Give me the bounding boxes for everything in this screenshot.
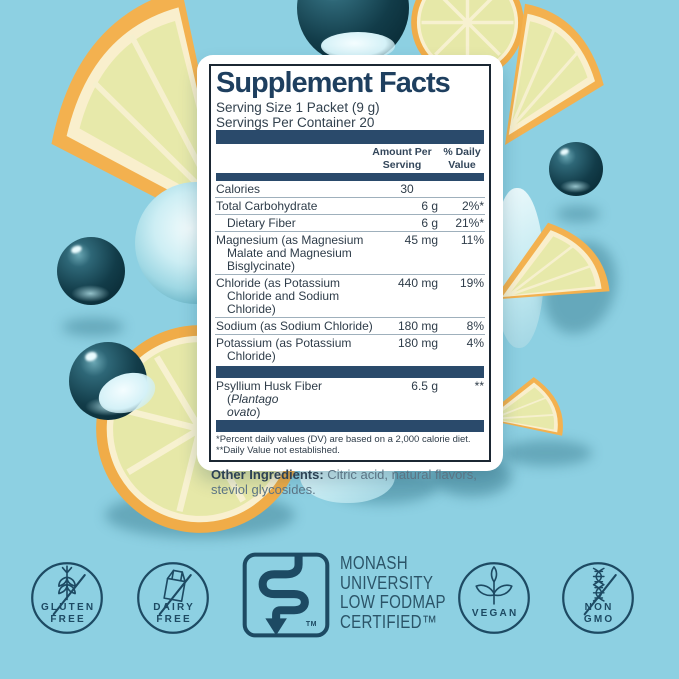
badge-vegan: VEGAN bbox=[457, 561, 531, 635]
nutrient-amount: 45 mg bbox=[404, 232, 438, 247]
footnote-dv: *Percent daily values (DV) are based on … bbox=[216, 434, 471, 445]
nutrient-name: Total Carbohydrate bbox=[216, 198, 318, 213]
sphere-shadow bbox=[62, 318, 124, 336]
sphere-shadow bbox=[556, 206, 600, 222]
nutrient-amount: 6.5 g bbox=[411, 378, 438, 393]
nutrient-row-psyllium: Psyllium Husk Fiber (Plantago ovato) 6.5… bbox=[215, 378, 485, 420]
panel-title: Supplement Facts bbox=[216, 67, 451, 99]
wedge-shadow bbox=[502, 440, 592, 466]
nutrient-amount: 30 bbox=[400, 181, 414, 196]
nutrient-daily-value: 11% bbox=[460, 232, 484, 247]
supplement-facts-card: Supplement Facts Serving Size 1 Packet (… bbox=[197, 55, 503, 497]
nutrient-daily-value: 4% bbox=[466, 335, 484, 350]
nutrient-name: Psyllium Husk Fiber (Plantago ovato) bbox=[216, 378, 323, 419]
nutrient-daily-value: 21%* bbox=[455, 215, 484, 230]
nutrient-row: Total Carbohydrate 6 g 2%* bbox=[215, 197, 485, 214]
nutrient-daily-value: 2%* bbox=[461, 198, 484, 213]
blueberry-sphere-mid-left bbox=[57, 237, 125, 305]
nutrient-daily-value: 8% bbox=[466, 318, 484, 333]
nutrient-amount: 6 g bbox=[421, 215, 438, 230]
badge-non-gmo: NON GMO bbox=[561, 561, 635, 635]
milk-carton-crossed-icon bbox=[158, 569, 192, 616]
servings-per-container: Servings Per Container 20 bbox=[216, 115, 375, 130]
nutrient-amount: 180 mg bbox=[397, 318, 438, 333]
badge-label: GLUTEN FREE bbox=[40, 602, 96, 625]
divider-bar-medium bbox=[216, 173, 484, 181]
serving-size: Serving Size 1 Packet (9 g) bbox=[216, 100, 380, 115]
dna-crossed-icon bbox=[583, 567, 617, 616]
nutrient-amount: 440 mg bbox=[397, 275, 438, 290]
divider-bar-thick bbox=[216, 130, 484, 144]
badge-label: DAIRY FREE bbox=[153, 602, 195, 625]
badge-gluten-free: GLUTEN FREE bbox=[30, 561, 104, 635]
nutrient-row: Magnesium (as Magnesium Malate and Magne… bbox=[215, 231, 485, 274]
badge-dairy-free: DAIRY FREE bbox=[136, 561, 210, 635]
blueberry-sphere-right bbox=[549, 142, 603, 196]
nutrient-row: Sodium (as Sodium Chloride) 180 mg 8% bbox=[215, 317, 485, 334]
nutrient-daily-value: ** bbox=[474, 378, 484, 393]
monash-certification-text: MONASH UNIVERSITY LOW FODMAP CERTIFIED™ bbox=[340, 553, 446, 632]
intestine-icon bbox=[258, 554, 309, 636]
other-ingredients-label: Other Ingredients: bbox=[211, 467, 324, 482]
badge-label: VEGAN bbox=[471, 608, 519, 619]
nutrient-name: Calories bbox=[216, 181, 261, 196]
footnote-not-established: **Daily Value not established. bbox=[216, 445, 340, 456]
nutrient-amount: 6 g bbox=[421, 198, 438, 213]
nutrient-amount: 180 mg bbox=[397, 335, 438, 350]
plant-icon bbox=[475, 566, 513, 605]
nutrient-rows: Calories 30 Total Carbohydrate 6 g 2%* Dietar… bbox=[215, 181, 485, 364]
trademark-text: TM bbox=[305, 621, 317, 628]
nutrient-row: Potassium (as Potassium Chloride) 180 mg 4… bbox=[215, 334, 485, 364]
daily-value-header: % Daily Value bbox=[443, 146, 481, 171]
lemon-wedge-right bbox=[493, 222, 610, 300]
nutrient-row: Chloride (as Potassium Chloride and Sodi… bbox=[215, 274, 485, 317]
nutrient-name: Magnesium (as Magnesium Malate and Magne… bbox=[216, 232, 364, 273]
divider-bar-thick bbox=[216, 366, 484, 378]
badge-monash-low-fodmap: TM bbox=[241, 551, 331, 639]
nutrient-row: Calories 30 bbox=[215, 181, 485, 197]
column-headers: Amount Per Serving % Daily Value bbox=[215, 144, 485, 173]
nutrient-name: Sodium (as Sodium Chloride) bbox=[216, 318, 373, 333]
other-ingredients: Other Ingredients: Citric acid, natural … bbox=[211, 467, 489, 497]
nutrient-daily-value: 19% bbox=[459, 275, 484, 290]
badge-label: NON GMO bbox=[583, 602, 615, 625]
nutrient-name: Potassium (as Potassium Chloride) bbox=[216, 335, 352, 363]
other-ingredients-text: Citric acid, natural flavors, steviol gl… bbox=[211, 467, 477, 497]
wheat-crossed-icon bbox=[52, 565, 86, 616]
supplement-facts-box: Supplement Facts Serving Size 1 Packet (… bbox=[209, 64, 491, 462]
amount-per-serving-header: Amount Per Serving bbox=[372, 146, 432, 171]
nutrient-name: Dietary Fiber bbox=[227, 215, 296, 230]
nutrient-name: Chloride (as Potassium Chloride and Sodi… bbox=[216, 275, 341, 316]
divider-bar-thick bbox=[216, 420, 484, 432]
lemon-wedge-top-right bbox=[505, 3, 604, 145]
footnotes: *Percent daily values (DV) are based on … bbox=[215, 432, 485, 457]
nutrient-row: Dietary Fiber 6 g 21%* bbox=[215, 214, 485, 231]
